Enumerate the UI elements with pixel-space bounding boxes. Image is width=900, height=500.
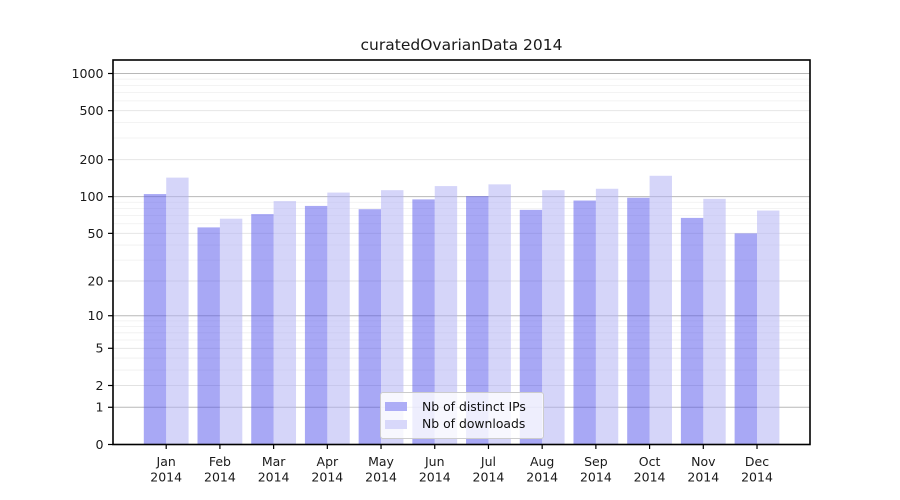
x-tick-label-month: Apr [317, 454, 339, 469]
bar-jan-downloads [166, 177, 189, 445]
bar-feb-distinct-ips [197, 227, 220, 445]
x-tick-label-month: Nov [691, 454, 716, 469]
legend-swatch-distinct-ips [385, 402, 407, 412]
x-tick-label-month: May [368, 454, 394, 469]
x-tick-label-year: 2014 [419, 470, 451, 485]
x-tick-label-year: 2014 [258, 470, 290, 485]
bar-jun-distinct-ips [412, 199, 435, 445]
bar-dec-downloads [757, 210, 780, 445]
bar-aug-downloads [542, 190, 565, 445]
legend-item-downloads: Nb of downloads [385, 416, 537, 432]
x-tick-label-month: Feb [209, 454, 231, 469]
x-tick-label-month: Mar [262, 454, 286, 469]
bar-apr-downloads [327, 192, 350, 445]
x-tick-label-month: Oct [639, 454, 661, 469]
bar-jul-downloads [488, 184, 511, 445]
y-tick-label: 10 [87, 308, 103, 323]
bar-sep-downloads [595, 188, 619, 445]
legend-swatch-downloads [385, 419, 407, 429]
y-tick-label: 200 [79, 152, 103, 167]
x-tick-label-month: Jun [424, 454, 445, 469]
x-tick-label-year: 2014 [526, 470, 558, 485]
x-tick-label-year: 2014 [687, 470, 719, 485]
bar-mar-downloads [273, 201, 297, 445]
x-tick-label-year: 2014 [580, 470, 612, 485]
x-tick-label-year: 2014 [204, 470, 236, 485]
legend-label-distinct-ips: Nb of distinct IPs [422, 398, 526, 414]
x-tick-label-year: 2014 [741, 470, 773, 485]
axes-frame [112, 59, 811, 446]
bar-dec-distinct-ips [734, 233, 758, 445]
bar-may-distinct-ips [358, 209, 382, 445]
legend-item-distinct-ips: Nb of distinct IPs [385, 398, 537, 414]
x-tick-label-year: 2014 [634, 470, 666, 485]
bar-aug-distinct-ips [519, 209, 543, 445]
x-tick-label-month: Dec [745, 454, 769, 469]
y-tick-label: 50 [87, 226, 103, 241]
y-tick-label: 5 [95, 341, 103, 356]
y-tick-label: 1 [95, 400, 103, 415]
bar-nov-distinct-ips [680, 217, 704, 445]
y-tick-label: 100 [79, 189, 103, 204]
x-tick-label-year: 2014 [150, 470, 182, 485]
bar-oct-downloads [649, 175, 672, 445]
legend: Nb of distinct IPs Nb of downloads [380, 392, 544, 439]
x-tick-label-month: Jul [480, 454, 496, 469]
y-tick-label: 500 [79, 103, 103, 118]
y-tick-label: 1000 [71, 66, 103, 81]
x-tick-label-year: 2014 [311, 470, 343, 485]
y-tick-label: 2 [95, 378, 103, 393]
y-tick-label: 0 [95, 437, 103, 452]
legend-label-downloads: Nb of downloads [422, 416, 526, 432]
x-tick-label-month: Sep [584, 454, 608, 469]
bar-may-downloads [381, 190, 404, 445]
bar-nov-downloads [703, 198, 726, 445]
bar-jul-distinct-ips [466, 196, 489, 445]
bar-mar-distinct-ips [251, 214, 274, 445]
bar-jun-downloads [434, 186, 458, 445]
bar-feb-downloads [219, 218, 243, 445]
y-tick-label: 20 [87, 273, 103, 288]
bar-jan-distinct-ips [143, 194, 167, 445]
bar-oct-distinct-ips [627, 197, 650, 445]
bar-apr-distinct-ips [304, 205, 328, 445]
x-tick-label-month: Jan [156, 454, 176, 469]
x-tick-label-year: 2014 [365, 470, 397, 485]
bar-sep-distinct-ips [573, 200, 596, 445]
x-tick-label-year: 2014 [473, 470, 505, 485]
x-tick-label-month: Aug [530, 454, 554, 469]
